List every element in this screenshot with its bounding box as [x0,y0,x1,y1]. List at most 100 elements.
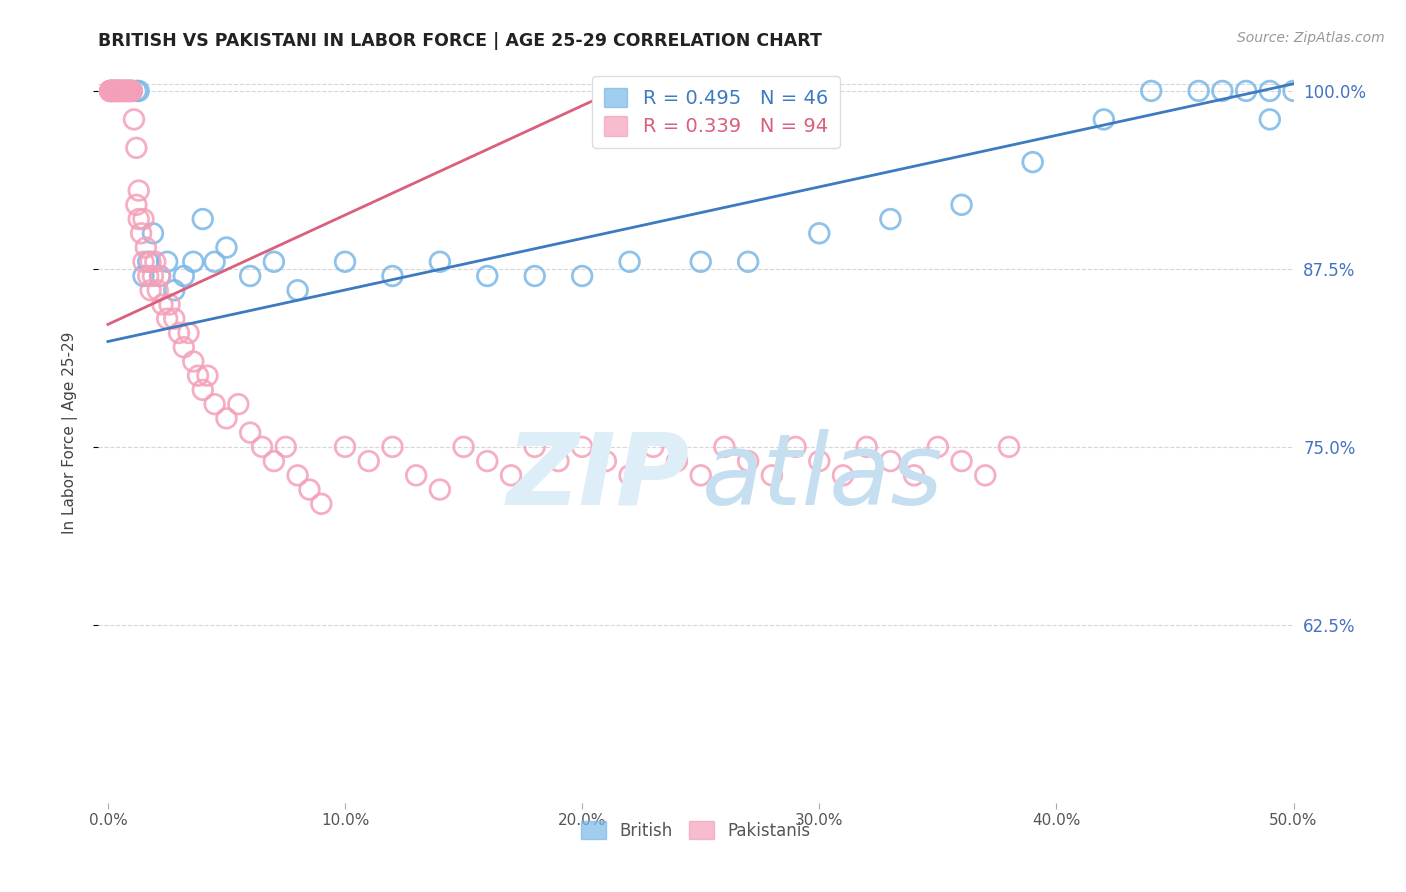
Point [163,283,186,297]
Point [181,254,204,268]
Point [128,84,150,98]
Point [832,468,855,483]
Point [666,454,689,468]
Point [111,84,134,98]
Point [1234,84,1257,98]
Point [523,440,546,454]
Text: Source: ZipAtlas.com: Source: ZipAtlas.com [1237,31,1385,45]
Point [429,483,451,497]
Text: atlas: atlas [702,428,943,525]
Point [974,468,997,483]
Point [173,340,195,354]
Point [204,397,226,411]
Point [163,311,186,326]
Point [903,468,925,483]
Point [104,84,127,98]
Point [114,84,136,98]
Point [204,254,226,268]
Point [114,84,136,98]
Point [785,440,807,454]
Point [1258,112,1281,127]
Point [108,84,131,98]
Point [156,311,179,326]
Point [104,84,127,98]
Point [333,440,356,454]
Point [761,468,783,483]
Point [146,283,169,297]
Point [114,84,136,98]
Point [142,268,165,283]
Point [128,212,150,227]
Point [149,268,172,283]
Text: BRITISH VS PAKISTANI IN LABOR FORCE | AGE 25-29 CORRELATION CHART: BRITISH VS PAKISTANI IN LABOR FORCE | AG… [98,32,823,50]
Point [98,84,121,98]
Point [101,84,124,98]
Point [429,254,451,268]
Legend: British, Pakistanis: British, Pakistanis [575,814,817,847]
Point [167,326,190,340]
Point [619,254,641,268]
Point [619,468,641,483]
Point [950,454,973,468]
Point [1092,112,1115,127]
Point [215,411,238,425]
Point [122,112,145,127]
Point [879,212,901,227]
Point [1140,84,1163,98]
Point [477,268,499,283]
Point [595,454,617,468]
Point [1188,84,1211,98]
Point [1282,84,1305,98]
Point [105,84,128,98]
Point [125,198,148,212]
Point [101,84,124,98]
Point [98,84,121,98]
Point [115,84,138,98]
Point [135,241,157,255]
Point [571,440,593,454]
Point [737,254,759,268]
Point [121,84,143,98]
Point [191,383,214,397]
Point [571,268,593,283]
Point [927,440,949,454]
Point [118,84,141,98]
Point [132,212,155,227]
Point [357,454,380,468]
Point [228,397,250,411]
Point [405,468,427,483]
Point [191,212,214,227]
Point [115,84,138,98]
Point [143,254,166,268]
Point [98,84,121,98]
Point [115,84,138,98]
Point [808,227,831,241]
Point [121,84,143,98]
Point [643,440,665,454]
Point [808,454,831,468]
Point [187,368,209,383]
Point [181,354,204,368]
Point [477,454,499,468]
Point [311,497,333,511]
Point [136,254,159,268]
Point [239,425,262,440]
Point [159,297,181,311]
Point [287,468,309,483]
Point [689,254,711,268]
Point [125,84,148,98]
Point [156,254,179,268]
Point [215,241,238,255]
Point [381,268,404,283]
Point [108,84,131,98]
Point [274,440,297,454]
Point [250,440,273,454]
Point [177,326,200,340]
Point [149,268,172,283]
Point [152,297,174,311]
Point [499,468,522,483]
Point [121,84,143,98]
Point [129,227,152,241]
Point [139,254,162,268]
Point [263,454,285,468]
